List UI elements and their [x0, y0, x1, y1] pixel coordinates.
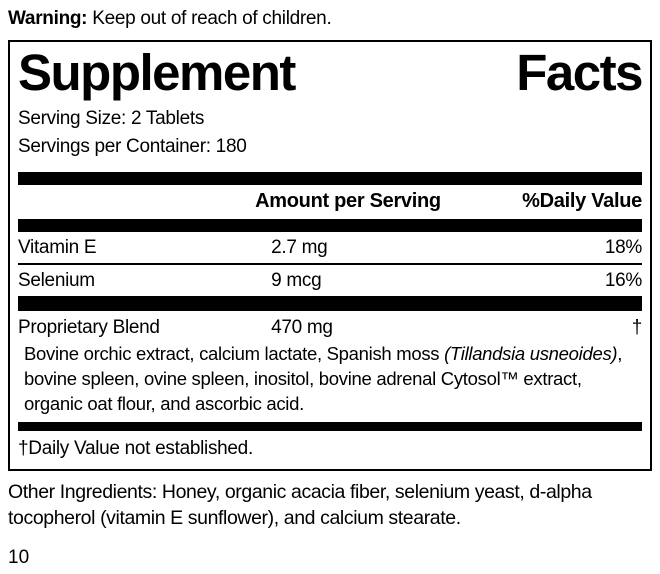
column-header-row: Amount per Serving %Daily Value — [18, 185, 642, 219]
blend-amount: 470 mg — [271, 317, 333, 338]
warning-line: Warning: Keep out of reach of children. — [8, 7, 652, 31]
table-row-selenium: Selenium 9 mcg 16% — [18, 265, 642, 298]
panel-inner: Supplement Facts Serving Size: 2 Tablets… — [16, 44, 644, 463]
other-ingredients: Other Ingredients: Honey, organic acacia… — [8, 481, 592, 529]
divider-above-footnote — [18, 422, 642, 431]
divider-thick-top — [18, 172, 642, 185]
divider-thick-above-blend — [18, 298, 642, 311]
title-word-supplement: Supplement — [18, 44, 296, 101]
servings-per-container: Servings per Container: 180 — [18, 136, 247, 157]
panel-title: Supplement Facts — [18, 44, 643, 105]
warning-label: Warning: — [8, 8, 88, 29]
nutrient-name: Vitamin E — [18, 237, 97, 258]
daily-value-footnote: †Daily Value not established. — [18, 438, 253, 459]
divider-thick-below-header — [18, 219, 642, 232]
table-row-proprietary-blend: Proprietary Blend 470 mg † — [18, 311, 642, 341]
blend-description: Bovine orchic extract, calcium lactate, … — [18, 341, 642, 422]
title-word-facts: Facts — [516, 44, 643, 101]
table-row-vitamin-e: Vitamin E 2.7 mg 18% — [18, 232, 642, 265]
supplement-facts-panel: Supplement Facts Serving Size: 2 Tablets… — [8, 40, 652, 471]
warning-text: Keep out of reach of children. — [92, 8, 332, 29]
blend-description-post: , bovine spleen, ovine spleen, inositol,… — [24, 343, 623, 414]
header-amount-per-serving: Amount per Serving — [255, 190, 441, 212]
blend-dagger: † — [631, 317, 643, 338]
nutrient-daily-value: 18% — [604, 237, 642, 258]
nutrient-name: Selenium — [18, 270, 95, 291]
nutrient-daily-value: 16% — [604, 270, 642, 291]
blend-name: Proprietary Blend — [18, 317, 160, 338]
serving-info: Serving Size: 2 Tablets Servings per Con… — [18, 105, 642, 161]
blend-description-latin-name: (Tillandsia usneoides) — [444, 343, 618, 364]
nutrient-amount: 2.7 mg — [271, 237, 328, 258]
header-daily-value: %Daily Value — [522, 190, 642, 212]
serving-size: Serving Size: 2 Tablets — [18, 108, 205, 129]
nutrient-amount: 9 mcg — [271, 270, 322, 291]
page-number: 10 — [8, 547, 30, 568]
blend-description-pre: Bovine orchic extract, calcium lactate, … — [24, 343, 445, 364]
